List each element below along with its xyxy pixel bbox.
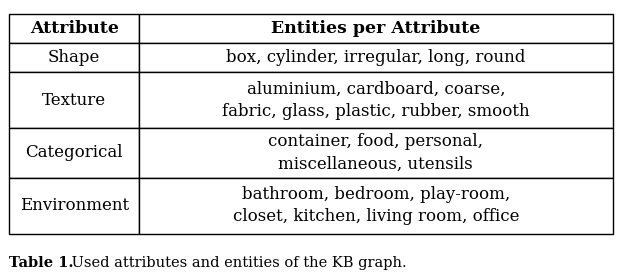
Text: Shape: Shape xyxy=(48,49,100,66)
Text: container, food, personal,
miscellaneous, utensils: container, food, personal, miscellaneous… xyxy=(268,133,483,173)
Bar xyxy=(9,178,139,234)
Bar xyxy=(9,128,139,178)
Bar xyxy=(139,128,613,178)
Text: box, cylinder, irregular, long, round: box, cylinder, irregular, long, round xyxy=(226,49,526,66)
Bar xyxy=(9,43,139,73)
Text: Categorical: Categorical xyxy=(26,145,123,162)
Bar xyxy=(139,178,613,234)
Bar xyxy=(9,14,139,43)
Text: bathroom, bedroom, play-room,
closet, kitchen, living room, office: bathroom, bedroom, play-room, closet, ki… xyxy=(233,186,519,225)
Text: aluminium, cardboard, coarse,
fabric, glass, plastic, rubber, smooth: aluminium, cardboard, coarse, fabric, gl… xyxy=(222,81,530,120)
Text: Attribute: Attribute xyxy=(30,20,119,37)
Bar xyxy=(139,43,613,73)
Text: Table 1.: Table 1. xyxy=(9,256,74,270)
Text: Environment: Environment xyxy=(20,197,129,214)
Bar xyxy=(9,73,139,128)
Bar xyxy=(139,73,613,128)
Text: Entities per Attribute: Entities per Attribute xyxy=(271,20,481,37)
Bar xyxy=(139,14,613,43)
Text: Used attributes and entities of the KB graph.: Used attributes and entities of the KB g… xyxy=(67,256,407,270)
Text: Texture: Texture xyxy=(42,92,106,109)
